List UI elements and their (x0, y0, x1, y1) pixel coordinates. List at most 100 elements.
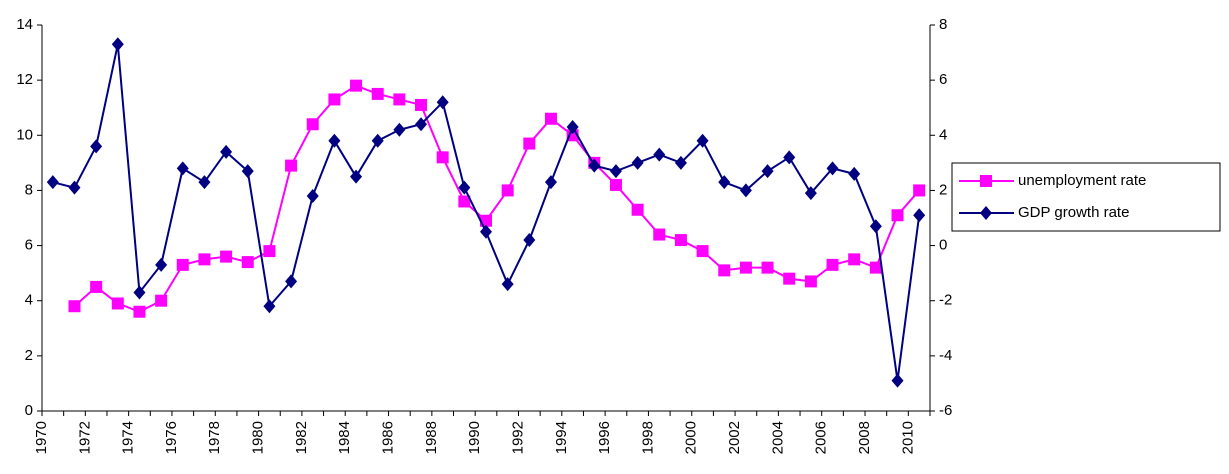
point (891, 373, 904, 388)
point (436, 151, 449, 164)
point (328, 133, 341, 148)
point (155, 294, 168, 307)
y2-tick-label: 6 (939, 71, 947, 88)
point (523, 137, 536, 150)
y-tick-label: 6 (25, 237, 33, 254)
y2-tick-label: 2 (939, 181, 947, 198)
point (848, 253, 861, 266)
point (285, 274, 298, 289)
legend-label: unemployment rate (1018, 172, 1146, 189)
y2-tick-label: -4 (939, 347, 952, 364)
point (566, 120, 579, 135)
x-tick-label: 1986 (380, 421, 397, 454)
point (198, 253, 211, 266)
point (980, 175, 992, 187)
point (913, 184, 926, 197)
y-tick-label: 8 (25, 181, 33, 198)
point (501, 184, 514, 197)
x-tick-label: 1976 (163, 421, 180, 454)
point (415, 98, 428, 111)
point (306, 188, 319, 203)
y-tick-label: 12 (16, 71, 33, 88)
x-tick-label: 2002 (726, 421, 743, 454)
point (371, 133, 384, 148)
point (306, 118, 319, 131)
point (458, 195, 471, 208)
x-tick-label: 1978 (206, 421, 223, 454)
point (804, 275, 817, 288)
point (133, 305, 146, 318)
point (263, 245, 276, 258)
point (588, 158, 601, 173)
y-tick-label: 10 (16, 126, 33, 143)
series-line (73, 84, 920, 313)
x-tick-label: 2010 (899, 421, 916, 454)
point (696, 133, 709, 148)
point (761, 261, 774, 274)
point (891, 209, 904, 222)
point (631, 203, 644, 216)
point (111, 297, 124, 310)
point (68, 180, 81, 195)
point (393, 122, 406, 137)
x-tick-label: 2006 (813, 421, 830, 454)
point (176, 258, 189, 271)
point (783, 150, 796, 165)
point (980, 206, 992, 220)
point (739, 261, 752, 274)
point (848, 166, 861, 181)
point (133, 285, 146, 300)
x-tick-label: 1994 (553, 421, 570, 454)
point (328, 93, 341, 106)
x-tick-label: 1972 (76, 421, 93, 454)
point (155, 257, 168, 272)
point (436, 95, 449, 110)
x-tick-label: 1990 (466, 421, 483, 454)
point (350, 79, 363, 92)
x-tick-label: 1984 (336, 421, 353, 454)
y2-tick-label: 0 (939, 237, 947, 254)
point (783, 272, 796, 285)
point (653, 228, 666, 241)
point (826, 161, 839, 176)
point (804, 186, 817, 201)
y2-tick-label: 8 (939, 16, 947, 33)
point (90, 280, 103, 293)
point (480, 224, 492, 239)
x-tick-label: 1980 (250, 421, 267, 454)
legend-label: GDP growth rate (1018, 204, 1129, 221)
x-tick-label: 1988 (423, 421, 440, 454)
point (631, 155, 644, 170)
x-tick-label: 2004 (769, 421, 786, 454)
point (111, 37, 124, 52)
x-tick-label: 2008 (856, 421, 873, 454)
point (653, 147, 666, 162)
point (739, 183, 752, 198)
point (241, 256, 254, 269)
point (609, 178, 622, 191)
x-tick-label: 1970 (33, 421, 50, 454)
point (718, 175, 731, 190)
point (241, 164, 254, 179)
point (869, 219, 882, 234)
point (458, 180, 471, 195)
y2-tick-label: -6 (939, 402, 952, 419)
point (609, 164, 622, 179)
point (501, 277, 514, 292)
series-line (52, 44, 921, 381)
point (263, 299, 276, 314)
x-tick-label: 1996 (596, 421, 613, 454)
point (674, 155, 687, 170)
y-tick-label: 0 (25, 402, 33, 419)
point (415, 117, 428, 132)
point (913, 208, 926, 223)
point (46, 175, 59, 190)
y2-tick-label: -2 (939, 292, 952, 309)
point (761, 164, 774, 179)
y-tick-label: 4 (25, 292, 33, 309)
point (176, 161, 189, 176)
point (285, 159, 298, 172)
point (350, 169, 363, 184)
point (544, 175, 557, 190)
